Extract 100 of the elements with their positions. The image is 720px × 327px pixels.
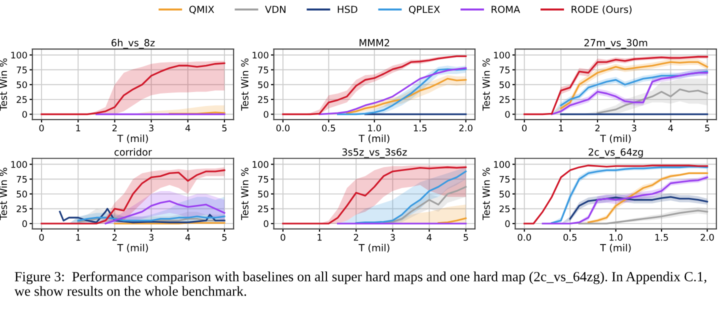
line-series: [596, 88, 708, 114]
x-tick-label: 0.5: [322, 124, 336, 132]
legend-label: HSD: [338, 6, 358, 14]
y-tick-label: 0: [505, 110, 510, 118]
y-tick-label: 25: [16, 205, 27, 212]
line-series: [569, 196, 708, 220]
y-tick-label: 0: [264, 220, 268, 228]
line-series: [104, 200, 226, 224]
y-tick-label: 100: [252, 52, 268, 59]
y-axis-title: Test Win %: [240, 168, 248, 220]
x-tick-label: 2.0: [459, 124, 472, 132]
x-tick-label: 1: [76, 234, 80, 241]
x-tick-label: 0: [522, 124, 527, 132]
x-tick-label: 5: [222, 234, 227, 241]
line-series: [346, 78, 467, 114]
x-axis-title: T (mil): [600, 244, 631, 253]
x-tick-label: 1.5: [655, 234, 668, 241]
y-tick-label: 100: [11, 52, 27, 59]
x-tick-label: 1.0: [368, 124, 381, 132]
y-tick-label: 25: [16, 96, 27, 103]
x-tick-label: 1.0: [610, 234, 622, 241]
x-tick-label: 2: [112, 234, 117, 241]
x-tick-label: 0: [280, 234, 286, 241]
y-tick-label: 100: [494, 161, 510, 168]
chart-title: 3s5z_vs_3s6z: [342, 148, 407, 158]
legend-label: RODE (Ours): [572, 6, 632, 14]
y-tick-label: 100: [252, 161, 268, 168]
y-axis-title: Test Win %: [0, 168, 8, 220]
y-tick-label: 25: [500, 96, 510, 103]
y-tick-label: 50: [258, 190, 268, 198]
x-tick-label: 4: [185, 234, 190, 241]
x-tick-label: 5: [705, 124, 710, 132]
x-tick-label: 2: [595, 124, 600, 132]
line-series: [550, 166, 708, 224]
x-tick-label: 5: [222, 124, 227, 132]
x-axis-title: T (mil): [358, 244, 390, 253]
y-tick-label: 100: [494, 52, 510, 59]
caption: Figure 3: Performance comparison with baselines on all super hard maps and one hard map (2c_vs_64zg). In Appendix C.1, we show results on the whole benchmark.: [14, 271, 706, 296]
y-axis-title: Test Win %: [482, 168, 490, 220]
y-tick-label: 50: [16, 81, 27, 88]
x-tick-label: 0: [39, 124, 44, 132]
y-tick-label: 0: [264, 110, 268, 118]
chart-title: 27m_vs_30m: [584, 39, 648, 49]
x-tick-label: 4: [668, 124, 674, 132]
x-tick-label: 1: [318, 234, 322, 241]
x-tick-label: 3: [632, 124, 636, 132]
y-tick-label: 0: [22, 110, 27, 118]
x-tick-label: 3: [390, 234, 395, 241]
line-series: [59, 208, 226, 224]
x-tick-label: 3: [149, 234, 154, 241]
x-tick-label: 2.0: [700, 234, 714, 241]
x-tick-label: 0.5: [564, 234, 576, 241]
y-axis-title: Test Win %: [482, 58, 490, 111]
x-tick-label: 4: [185, 124, 190, 132]
chart-title: 2c_vs_64zg: [588, 148, 643, 158]
line-series: [560, 61, 708, 110]
y-axis-title: Test Win %: [0, 58, 8, 111]
legend-label: ROMA: [492, 6, 520, 14]
line-series: [578, 210, 708, 224]
x-tick-label: 2: [112, 124, 117, 132]
chart-title: corridor: [114, 148, 152, 156]
x-tick-label: 5: [464, 234, 468, 241]
chart-title: MMM2: [360, 39, 390, 46]
x-axis-title: T (mil): [358, 134, 390, 144]
y-tick-label: 75: [16, 66, 27, 74]
y-tick-label: 75: [500, 66, 510, 74]
x-tick-label: 4: [426, 234, 432, 241]
y-tick-label: 0: [22, 220, 27, 228]
x-tick-label: 0.0: [276, 124, 290, 132]
x-tick-label: 1: [559, 124, 563, 132]
y-axis-title: Test Win %: [240, 58, 248, 111]
line-series: [550, 72, 708, 116]
y-tick-label: 75: [258, 66, 268, 74]
y-tick-label: 25: [258, 96, 268, 103]
y-tick-label: 50: [16, 190, 27, 198]
legend-label: QMIX: [189, 6, 214, 14]
x-tick-label: 0.0: [518, 234, 531, 241]
y-tick-label: 100: [11, 161, 27, 168]
y-tick-label: 50: [500, 190, 510, 198]
legend-label: VDN: [265, 6, 286, 13]
y-tick-label: 75: [500, 176, 510, 183]
line-series: [588, 172, 708, 224]
y-tick-label: 0: [505, 220, 510, 228]
y-tick-label: 75: [16, 176, 27, 183]
x-axis-title: T (mil): [117, 134, 148, 144]
line-series: [355, 170, 467, 224]
x-tick-label: 0: [39, 234, 44, 241]
x-tick-label: 2: [354, 234, 358, 241]
y-tick-label: 50: [500, 81, 510, 88]
x-tick-label: 1.5: [414, 124, 427, 132]
y-tick-label: 75: [258, 176, 268, 183]
y-tick-label: 50: [258, 81, 268, 88]
x-axis-title: T (mil): [600, 134, 631, 144]
x-tick-label: 1: [76, 124, 80, 132]
x-axis-title: T (mil): [117, 244, 148, 253]
y-tick-label: 25: [258, 205, 268, 212]
y-tick-label: 25: [500, 205, 510, 212]
x-tick-label: 3: [149, 124, 154, 132]
chart-title: 6h_vs_8z: [112, 38, 155, 49]
legend-label: QPLEX: [408, 6, 440, 14]
